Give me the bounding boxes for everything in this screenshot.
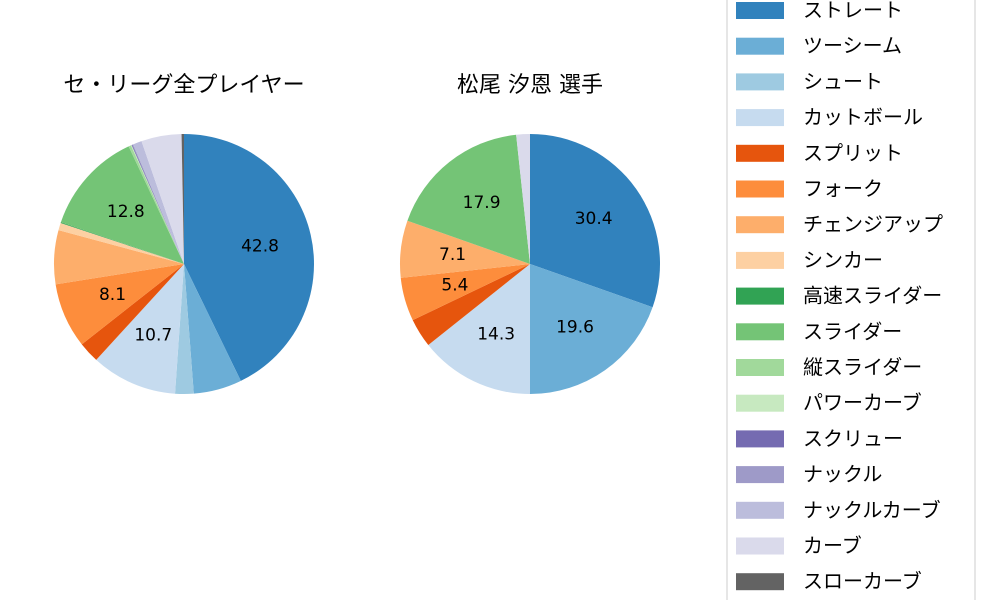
league-pie-title: セ・リーグ全プレイヤー	[63, 73, 304, 98]
league-slice-11	[130, 145, 184, 264]
player-slice-label-6: 17.9	[463, 193, 501, 213]
league-slice-7	[58, 223, 184, 264]
player-slice-5	[399, 220, 530, 278]
legend-label-15: カーブ	[803, 534, 862, 558]
legend-label-2: シュート	[803, 69, 883, 93]
league-slice-1	[184, 264, 241, 394]
league-slice-16	[181, 133, 184, 264]
legend-swatch-12	[736, 430, 784, 448]
legend-swatch-7	[736, 251, 784, 269]
legend-label-8: 高速スライダー	[803, 284, 942, 308]
league-slice-label-0: 42.8	[241, 237, 279, 257]
league-slice-15	[141, 134, 184, 264]
legend-swatch-16	[736, 573, 784, 591]
player-slice-label-5: 7.1	[439, 245, 466, 265]
league-slice-9	[60, 146, 184, 264]
legend-label-6: チェンジアップ	[803, 212, 943, 236]
legend-frame	[726, 0, 976, 600]
legend-label-0: ストレート	[803, 0, 903, 22]
league-slice-label-9: 12.8	[107, 202, 145, 222]
league-slice-14	[133, 141, 184, 264]
league-slice-label-3: 10.7	[134, 326, 172, 346]
player-slice-0	[530, 134, 661, 308]
player-slice-6	[407, 134, 530, 264]
player-slice-label-1: 19.6	[556, 318, 594, 338]
league-slice-3	[96, 264, 184, 394]
legend-label-9: スライダー	[803, 319, 902, 343]
legend-swatch-6	[736, 216, 784, 234]
player-slice-1	[530, 264, 653, 394]
legend-label-5: フォーク	[803, 177, 883, 201]
league-slice-5	[55, 264, 184, 345]
legend-label-1: ツーシーム	[803, 34, 902, 58]
player-slice-label-4: 5.4	[441, 275, 468, 295]
legend-swatch-0	[736, 2, 784, 19]
legend-label-14: ナックルカーブ	[803, 498, 941, 522]
league-slice-10	[128, 145, 184, 264]
legend-swatch-1	[736, 37, 784, 55]
legend-swatch-5	[736, 180, 784, 198]
league-slice-8	[60, 222, 185, 264]
legend-swatch-10	[736, 359, 784, 376]
league-slice-2	[175, 264, 194, 394]
legend-label-16: スローカーブ	[803, 569, 922, 593]
legend-swatch-11	[736, 394, 784, 412]
legend-label-10: 縦スライダー	[803, 355, 922, 379]
player-slice-3	[412, 264, 530, 345]
legend-label-4: スプリット	[803, 141, 903, 165]
league-slice-6	[53, 230, 185, 285]
player-slice-label-0: 30.4	[575, 209, 613, 229]
league-slice-0	[184, 134, 314, 381]
legend-label-12: スクリュー	[803, 426, 903, 450]
player-slice-7	[516, 134, 530, 264]
legend-label-13: ナックル	[803, 462, 882, 486]
legend-swatch-2	[736, 73, 784, 91]
league-slice-4	[81, 264, 184, 360]
league-slice-13	[132, 144, 184, 264]
legend-swatch-8	[736, 287, 784, 305]
legend-swatch-4	[736, 144, 784, 162]
player-slice-label-2: 14.3	[477, 324, 515, 344]
legend-swatch-15	[736, 537, 784, 555]
player-pie-chart: 松尾 汐恩 選手 30.4 19.6 14.3 5.4 7.1 17.9	[399, 73, 661, 394]
league-slice-12	[131, 144, 184, 264]
league-pie-chart: セ・リーグ全プレイヤー 42.8 10.7 8.1 12.8	[53, 73, 314, 394]
legend-label-7: シンカー	[803, 248, 883, 272]
legend-swatch-13	[736, 466, 784, 484]
player-slice-4	[400, 264, 530, 321]
legend-label-3: カットボール	[803, 105, 923, 129]
legend-swatch-14	[736, 501, 784, 519]
legend-swatch-9	[736, 323, 784, 341]
legend: ストレートツーシームシュートカットボールスプリットフォークチェンジアップシンカー…	[726, 0, 976, 600]
player-slice-2	[428, 264, 530, 394]
league-slice-label-5: 8.1	[99, 285, 126, 305]
legend-swatch-3	[736, 109, 784, 127]
player-pie-title: 松尾 汐恩 選手	[457, 73, 603, 98]
legend-label-11: パワーカーブ	[803, 391, 922, 415]
